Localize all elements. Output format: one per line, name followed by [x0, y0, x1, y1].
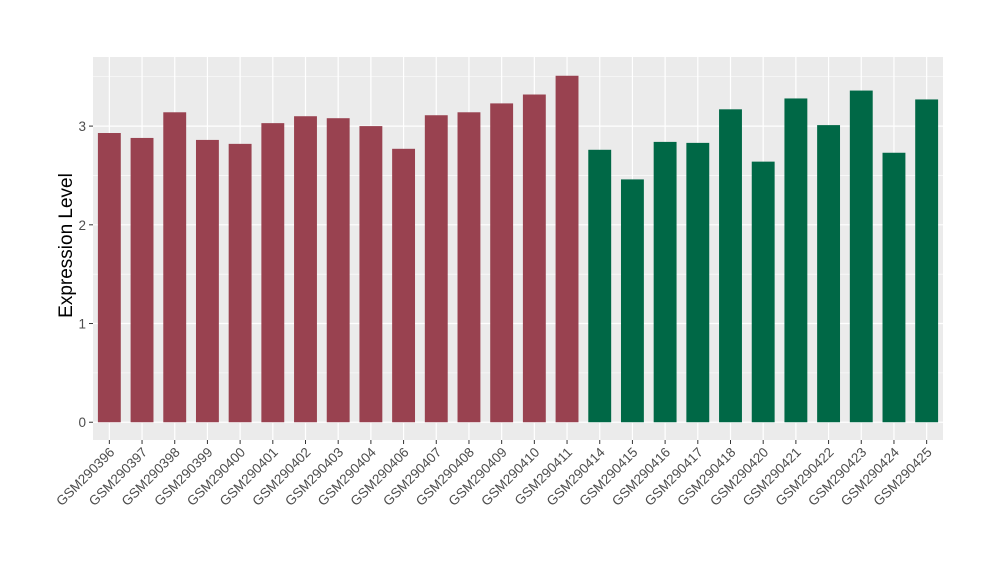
bar-GSM290414 — [588, 149, 612, 423]
bar-GSM290404 — [359, 126, 383, 423]
y-axis: 0 1 2 3 — [78, 119, 93, 430]
bar-GSM290410 — [522, 94, 546, 423]
y-tick-label: 3 — [78, 119, 86, 134]
bar-GSM290407 — [424, 115, 448, 423]
bar-GSM290424 — [882, 152, 906, 423]
bar-GSM290399 — [195, 139, 219, 423]
bar-GSM290416 — [653, 141, 677, 423]
bar-GSM290403 — [326, 118, 350, 423]
y-tick-label: 1 — [78, 317, 86, 332]
y-tick-label: 2 — [78, 218, 86, 233]
bar-GSM290401 — [261, 123, 285, 423]
bar-GSM290420 — [751, 161, 775, 423]
x-axis: GSM290396GSM290397GSM290398GSM290399GSM2… — [53, 440, 935, 509]
bar-GSM290396 — [97, 133, 121, 423]
bar-GSM290422 — [817, 125, 841, 423]
bar-GSM290415 — [620, 179, 644, 423]
bars — [97, 75, 939, 423]
bar-GSM290425 — [915, 99, 939, 423]
plot-panel — [93, 57, 943, 440]
bar-GSM290397 — [130, 137, 154, 423]
y-axis-label: Expression Level — [56, 173, 77, 318]
bar-GSM290408 — [457, 112, 481, 423]
bar-GSM290411 — [555, 75, 579, 423]
y-tick-label: 0 — [78, 415, 86, 430]
bar-GSM290406 — [392, 148, 416, 423]
bar-GSM290421 — [784, 98, 808, 423]
bar-GSM290409 — [490, 103, 514, 423]
bar-GSM290398 — [163, 112, 187, 423]
bar-GSM290400 — [228, 143, 252, 423]
bar-GSM290418 — [719, 109, 742, 423]
bar-GSM290417 — [686, 142, 710, 423]
bar-GSM290423 — [849, 90, 873, 423]
bar-GSM290402 — [294, 116, 317, 423]
